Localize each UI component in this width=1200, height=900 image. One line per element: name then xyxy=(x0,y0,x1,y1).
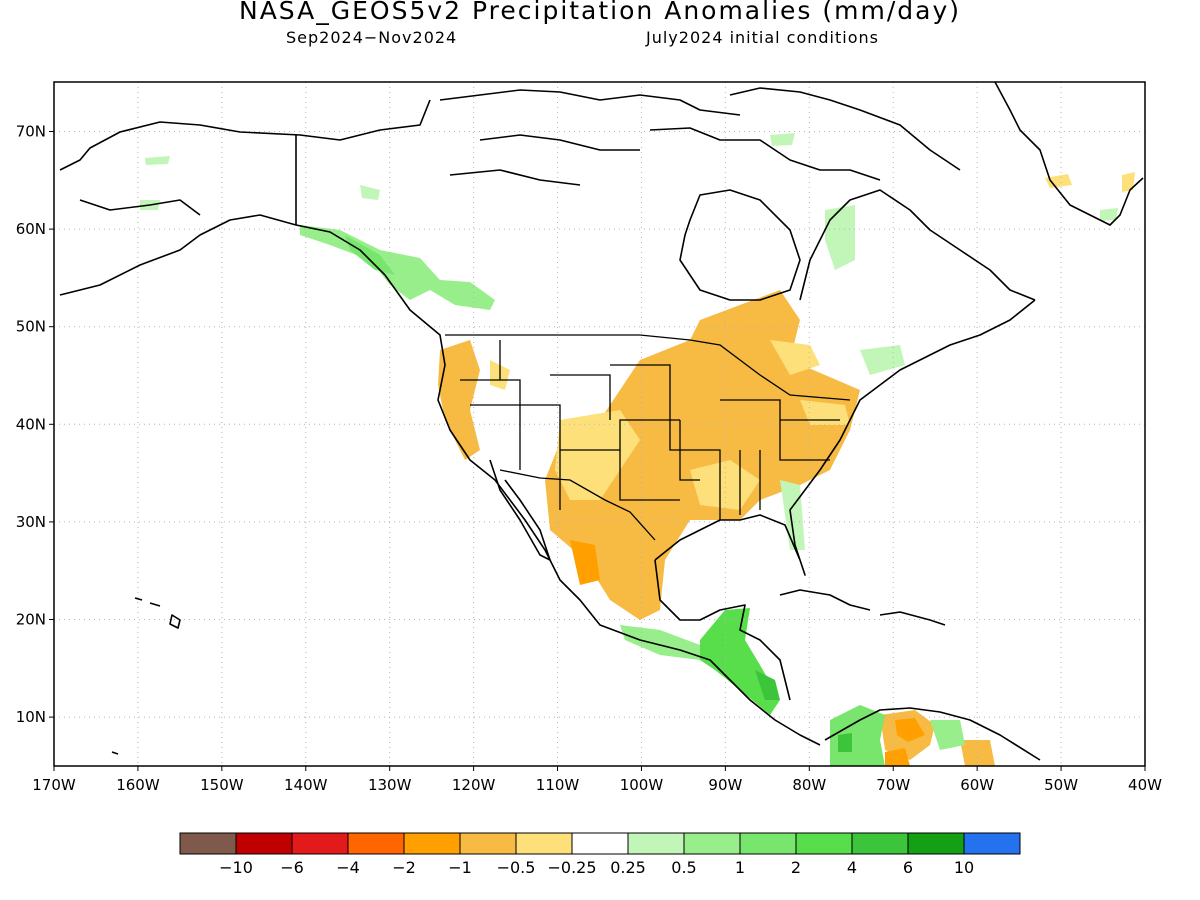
wet-anomaly-region xyxy=(755,670,780,700)
colorbar-swatch xyxy=(739,832,797,855)
us-mexico-border xyxy=(499,469,656,541)
latitude-label: 10N xyxy=(16,708,46,726)
longitude-label: 120W xyxy=(452,776,496,794)
longitude-label: 150W xyxy=(200,776,244,794)
longitude-label: 40W xyxy=(1128,776,1162,794)
colorbar-label: −2 xyxy=(392,858,416,877)
wet-anomaly-region xyxy=(770,133,795,146)
dry-anomaly-region xyxy=(1122,172,1135,192)
longitude-label: 140W xyxy=(284,776,328,794)
colorbar-label: 4 xyxy=(847,858,857,877)
colorbar-swatch xyxy=(235,832,293,855)
wet-anomaly-region xyxy=(300,225,495,310)
colorbar-label: 6 xyxy=(903,858,913,877)
longitude-label: 80W xyxy=(792,776,826,794)
us-canada-border xyxy=(445,334,851,401)
dry-anomaly-region xyxy=(770,340,820,375)
political-borders xyxy=(445,334,851,541)
colorbar-swatch xyxy=(347,832,405,855)
longitude-label: 170W xyxy=(32,776,76,794)
longitude-label: 90W xyxy=(708,776,742,794)
wet-anomaly-region xyxy=(838,733,852,752)
latitude-axis: 70N 60N 50N 40N 30N 20N 10N xyxy=(16,123,54,726)
colorbar-swatch xyxy=(963,832,1021,855)
latitude-label: 40N xyxy=(16,415,46,433)
dry-anomaly-region xyxy=(1045,174,1072,188)
wet-anomaly-region xyxy=(825,205,855,270)
colorbar-swatch xyxy=(403,832,461,855)
longitude-label: 70W xyxy=(876,776,910,794)
dry-anomaly-region xyxy=(885,748,910,766)
colorbar-label: 10 xyxy=(954,858,974,877)
colorbar-swatch xyxy=(627,832,685,855)
dry-anomaly-region xyxy=(570,540,600,585)
dry-anomaly-region xyxy=(800,400,850,425)
wet-anomaly-region xyxy=(860,345,905,375)
colorbar-label: −0.25 xyxy=(547,858,596,877)
dry-anomaly-region xyxy=(690,460,760,510)
dry-anomaly-region xyxy=(555,410,640,500)
longitude-label: 110W xyxy=(536,776,580,794)
colorbar-swatch xyxy=(907,832,965,855)
wet-anomaly-region xyxy=(1100,208,1118,221)
wet-anomaly-region xyxy=(620,625,700,660)
dry-anomaly-region xyxy=(438,340,480,460)
colorbar-label: −4 xyxy=(336,858,360,877)
colorbar-label: −1 xyxy=(448,858,472,877)
longitude-label: 100W xyxy=(620,776,664,794)
longitude-axis: 170W 160W 150W 140W 130W 120W 110W 100W 90W 80W 70… xyxy=(32,766,1162,794)
colorbar-label: 1 xyxy=(735,858,745,877)
latitude-label: 20N xyxy=(16,611,46,629)
colorbar-swatch xyxy=(459,832,517,855)
colorbar-swatch xyxy=(291,832,349,855)
colorbar-label: −6 xyxy=(280,858,304,877)
initial-conditions: July2024 initial conditions xyxy=(646,28,879,47)
latitude-label: 30N xyxy=(16,513,46,531)
colorbar-swatch xyxy=(179,832,237,855)
colorbar-swatch xyxy=(795,832,853,855)
wet-anomaly-region xyxy=(930,720,965,750)
wet-anomaly-region xyxy=(345,235,395,275)
colorbar-label: 0.5 xyxy=(671,858,696,877)
longitude-label: 160W xyxy=(116,776,160,794)
anomaly-shading xyxy=(140,133,1135,766)
colorbar: −10 −6 −4 −2 −1 −0.5 −0.25 0.25 0.5 1 2 4 6 10 xyxy=(179,832,1021,877)
colorbar-label: 0.25 xyxy=(610,858,646,877)
latitude-label: 70N xyxy=(16,123,46,141)
wet-anomaly-region xyxy=(145,156,170,165)
longitude-label: 60W xyxy=(960,776,994,794)
dry-anomaly-region xyxy=(895,718,925,742)
map-title: NASA_GEOS5v2 Precipitation Anomalies (mm… xyxy=(239,0,961,25)
longitude-label: 50W xyxy=(1044,776,1078,794)
latitude-label: 50N xyxy=(16,318,46,336)
wet-anomaly-region xyxy=(780,480,805,550)
colorbar-swatch xyxy=(683,832,741,855)
colorbar-swatch xyxy=(515,832,573,855)
latitude-label: 60N xyxy=(16,220,46,238)
colorbar-swatch xyxy=(571,832,629,855)
gridlines xyxy=(54,82,1145,766)
wet-anomaly-region xyxy=(700,608,780,715)
forecast-period: Sep2024−Nov2024 xyxy=(286,28,458,47)
longitude-label: 130W xyxy=(368,776,412,794)
colorbar-label: −0.5 xyxy=(497,858,536,877)
wet-anomaly-region xyxy=(360,185,380,200)
dry-anomaly-region xyxy=(545,290,860,620)
coastlines xyxy=(59,82,1144,761)
colorbar-label: 2 xyxy=(791,858,801,877)
colorbar-label: −10 xyxy=(219,858,253,877)
colorbar-swatch xyxy=(851,832,909,855)
